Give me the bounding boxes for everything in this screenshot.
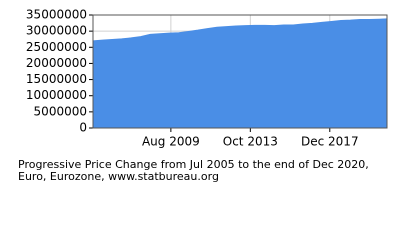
x-tick-label: Aug 2009 — [142, 135, 200, 149]
x-tick-label: Oct 2013 — [223, 135, 278, 149]
y-tick-label: 15000000 — [26, 72, 87, 86]
y-tick-label: 35000000 — [26, 8, 87, 22]
chart-title-line: Progressive Price Change from Jul 2005 t… — [18, 158, 369, 171]
area — [92, 18, 388, 129]
chart: Progressive Price Change from Jul 2005 t… — [18, 8, 388, 183]
y-tick-label: 0 — [79, 121, 87, 135]
y-tick-label: 10000000 — [26, 88, 87, 102]
y-tick-label: 20000000 — [26, 56, 87, 70]
plot-frame — [92, 14, 388, 129]
y-tick-label: 5000000 — [34, 104, 87, 118]
chart-title-line: Euro, Eurozone, www.statbureau.org — [18, 170, 219, 183]
y-tick-label: 25000000 — [26, 40, 87, 54]
x-tick-label: Dec 2017 — [301, 135, 359, 149]
y-tick-label: 30000000 — [26, 24, 87, 38]
